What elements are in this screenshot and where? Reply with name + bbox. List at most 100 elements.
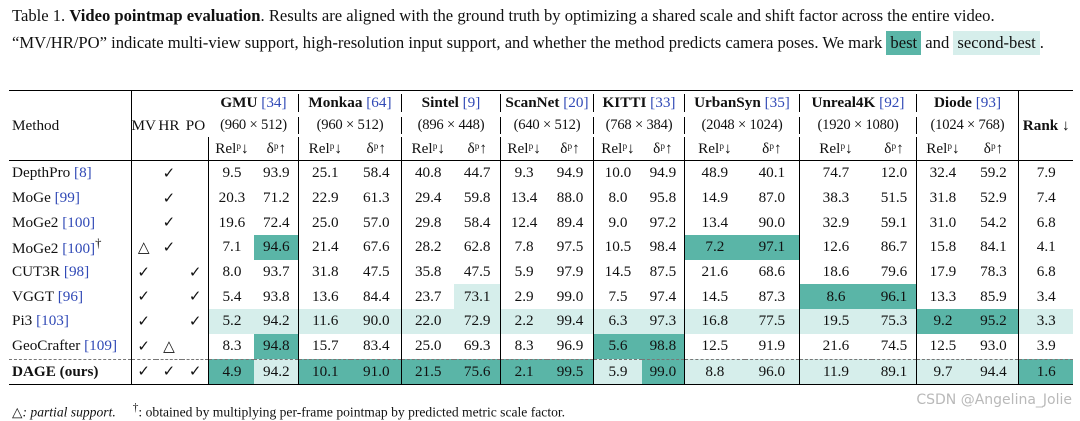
value-rel: 8.0	[208, 259, 255, 285]
value-delta: 58.4	[362, 164, 390, 182]
method-citation[interactable]: [98]	[63, 263, 90, 281]
legend-best-chip: best	[886, 31, 922, 55]
support-hr	[156, 284, 182, 309]
value-rel: 25.0	[401, 333, 455, 359]
dataset-resolution: (2048 × 1024)	[683, 117, 799, 134]
dataset-citation[interactable]: [93]	[975, 93, 1002, 111]
method-cell: Pi3 [103]	[9, 309, 131, 334]
dataset-label: Sintel	[421, 93, 459, 111]
value-delta: 89.1	[872, 358, 917, 386]
value-rel: 5.6	[592, 333, 642, 359]
value-rel: 9.0	[592, 210, 642, 236]
value-delta: 94.8	[254, 333, 299, 359]
value-delta: 98.4	[649, 238, 677, 256]
value-rel: 2.9	[500, 284, 548, 310]
value-delta: 78.3	[980, 263, 1007, 281]
support-mv	[130, 185, 156, 211]
metric-delta-header: δᵖ↑	[547, 137, 594, 161]
method-citation[interactable]: [99]	[54, 189, 80, 207]
value-rel: 8.8	[683, 358, 745, 386]
table-row: GeoCrafter [109] ✓ △ 8.3 94.8 15.7 83.4 25.0 69.…	[9, 333, 1074, 359]
support-mv: ✓	[130, 309, 156, 334]
dataset-citation[interactable]: [9]	[462, 93, 481, 111]
metric-delta-header: δᵖ↑	[872, 137, 917, 161]
value-delta: 99.4	[547, 309, 594, 334]
dataset-citation[interactable]: [92]	[879, 93, 905, 111]
header-rank-spacer	[1017, 90, 1074, 114]
dataset-name-urbansyn: UrbanSyn [35]	[683, 93, 799, 112]
method-citation[interactable]: [100]	[62, 213, 96, 231]
value-delta: 47.5	[362, 263, 390, 281]
value-rel: 74.7	[798, 160, 873, 186]
value-delta: 97.1	[744, 235, 800, 260]
value-delta: 40.1	[758, 164, 786, 182]
dataset-label: GMU	[220, 93, 258, 111]
dataset-citation[interactable]: [35]	[764, 93, 790, 111]
header-row-main: Method MV HR PO (960 × 512) (960 × 512) (8…	[9, 114, 1074, 137]
support-mv: ✓	[130, 259, 156, 285]
dagger-symbol: †	[132, 402, 139, 414]
value-rel: 25.1	[298, 160, 352, 186]
value-delta: 97.2	[649, 213, 677, 231]
value-rel: 7.1	[208, 235, 255, 260]
value-rel: 35.8	[401, 259, 455, 285]
dataset-label: KITTI	[602, 93, 647, 111]
value-delta: 75.3	[872, 309, 917, 334]
value-delta: 97.5	[556, 238, 584, 256]
value-delta: 94.2	[254, 309, 299, 334]
value-delta: 90.0	[351, 309, 402, 334]
dataset-citation[interactable]: [33]	[650, 93, 676, 111]
value-rel: 9.7	[915, 358, 969, 386]
method-cell: CUT3R [98]	[9, 260, 131, 285]
method-name: DepthPro	[12, 164, 71, 182]
method-citation[interactable]: [100]	[62, 240, 96, 258]
value-delta: 51.5	[880, 189, 908, 207]
value-rel: 23.7	[401, 284, 455, 310]
value-delta: 72.4	[263, 213, 290, 231]
method-citation[interactable]: [103]	[36, 312, 69, 330]
value-delta: 99.0	[556, 287, 584, 305]
value-rel: 8.6	[798, 284, 873, 310]
value-rel: 31.8	[298, 259, 352, 285]
value-rel: 20.3	[208, 185, 255, 211]
footnote-partial: : partial support.	[22, 404, 116, 420]
rank-cell: 6.8	[1017, 210, 1074, 236]
dataset-name-monkaa: Monkaa [64]	[297, 93, 401, 112]
method-citation[interactable]: [8]	[74, 164, 92, 182]
value-rel: 4.9	[208, 358, 255, 386]
value-rel: 13.3	[915, 284, 969, 310]
method-citation[interactable]: [96]	[57, 287, 84, 305]
header-method: Method	[12, 116, 60, 134]
rank-cell: 1.6	[1017, 358, 1074, 386]
value-rel: 21.6	[683, 259, 745, 285]
header-flags-spacer	[130, 90, 209, 114]
support-hr: ✓	[162, 189, 176, 207]
pointmap-table: GMU [34] Monkaa [64] Sintel [9] ScanNet [20…	[9, 90, 1074, 386]
metric-flags-spacer	[130, 137, 209, 161]
value-rel: 19.6	[208, 210, 255, 236]
method-cell: MoGe [99]	[9, 186, 131, 211]
table-row: VGGT [96] ✓ ✓ 5.4 93.8 13.6 84.4 23.7 73.1 2.9 99.…	[9, 284, 1074, 310]
dataset-citation[interactable]: [20]	[563, 93, 589, 111]
support-mv: △	[130, 235, 156, 260]
value-delta: 59.1	[880, 213, 908, 231]
value-delta: 83.4	[362, 337, 390, 355]
caption-text: . Results are aligned with the ground tr…	[12, 6, 995, 52]
dataset-resolution: (1024 × 768)	[915, 117, 1018, 134]
value-delta: 47.5	[463, 263, 491, 281]
value-rel: 11.9	[798, 358, 873, 386]
value-rel: 17.9	[915, 259, 969, 285]
dataset-names-cell: GMU [34] Monkaa [64] Sintel [9] ScanNet [20…	[208, 90, 1019, 114]
method-cell: VGGT [96]	[9, 284, 131, 309]
value-rel: 14.9	[683, 185, 745, 211]
dataset-citation[interactable]: [64]	[366, 93, 392, 111]
value-delta: 79.6	[880, 263, 908, 281]
dataset-citation[interactable]: [34]	[261, 93, 287, 111]
rank-cell: 4.1	[1017, 235, 1074, 260]
method-citation[interactable]: [109]	[84, 337, 118, 355]
value-delta: 96.0	[744, 358, 800, 386]
value-delta: 87.3	[758, 287, 786, 305]
value-rel: 21.6	[798, 333, 873, 359]
support-hr: ✓	[162, 238, 176, 256]
metric-delta-header: δᵖ↑	[968, 137, 1019, 161]
